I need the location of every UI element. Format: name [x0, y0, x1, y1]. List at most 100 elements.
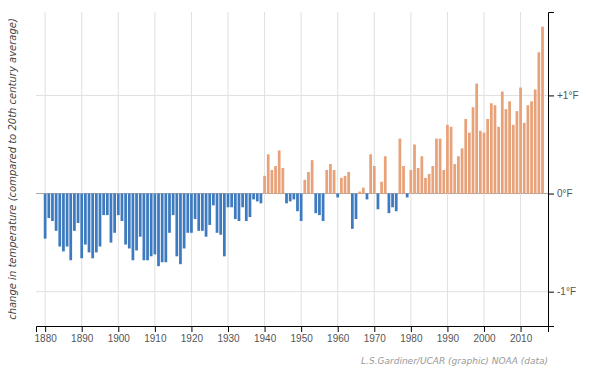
- bar: [377, 194, 380, 210]
- bar: [322, 194, 325, 221]
- bar: [110, 194, 113, 243]
- x-tick: 1880: [35, 326, 58, 344]
- x-tick-label: 1900: [108, 333, 131, 344]
- y-tick-mark: [548, 194, 554, 195]
- bar: [113, 194, 116, 233]
- grid-line-x: [484, 12, 485, 326]
- bar: [516, 111, 519, 193]
- bar: [153, 194, 156, 255]
- bar: [143, 194, 146, 261]
- bar: [435, 139, 438, 194]
- y-tick-label: 0°F: [557, 188, 573, 199]
- bar: [263, 176, 266, 194]
- bar: [351, 194, 354, 229]
- x-tick-mark: [338, 326, 339, 332]
- bar: [44, 194, 47, 239]
- bar: [267, 154, 270, 193]
- bar: [409, 170, 412, 194]
- x-tick-label: 1970: [364, 333, 387, 344]
- bar: [91, 194, 94, 259]
- bar: [300, 194, 303, 221]
- bar: [281, 168, 284, 194]
- bar: [366, 194, 369, 200]
- credit: L.S.Gardiner/UCAR (graphic) NOAA (data): [361, 356, 548, 366]
- bar: [73, 194, 76, 231]
- bar: [157, 194, 160, 267]
- bar: [62, 194, 65, 252]
- grid-line-x: [191, 12, 192, 326]
- bar: [186, 194, 189, 233]
- grid-line-x: [301, 12, 302, 326]
- x-tick: 2010: [510, 326, 533, 344]
- bar: [296, 194, 299, 212]
- bar: [413, 144, 416, 193]
- bar: [183, 194, 186, 249]
- x-tick-mark: [484, 326, 485, 332]
- bar: [483, 133, 486, 194]
- bar: [106, 194, 109, 216]
- bar: [314, 194, 317, 214]
- grid-line-x: [45, 12, 46, 326]
- grid-line-y: [36, 291, 548, 292]
- x-tick-label: 1990: [437, 333, 460, 344]
- x-tick-label: 1920: [181, 333, 204, 344]
- x-tick-mark: [45, 326, 46, 332]
- grid-line-x: [264, 12, 265, 326]
- bar: [380, 182, 383, 194]
- bar: [446, 125, 449, 194]
- x-tick-label: 1910: [144, 333, 167, 344]
- x-tick: 2000: [473, 326, 496, 344]
- bar: [260, 194, 263, 204]
- bar: [194, 194, 197, 220]
- bar: [102, 194, 105, 216]
- bar: [369, 154, 372, 193]
- bar: [453, 164, 456, 193]
- bar: [373, 166, 376, 193]
- bar: [84, 194, 87, 245]
- bar: [223, 194, 226, 257]
- bar: [497, 127, 500, 194]
- bar: [475, 84, 478, 194]
- grid-line-x: [228, 12, 229, 326]
- bar: [318, 194, 321, 216]
- bar: [439, 139, 442, 194]
- bar: [227, 194, 230, 208]
- bar: [161, 194, 164, 263]
- bar: [355, 194, 358, 220]
- grid-line-x: [447, 12, 448, 326]
- bar: [135, 194, 138, 251]
- bar: [271, 170, 274, 194]
- bar: [391, 194, 394, 208]
- bar: [124, 194, 127, 245]
- bar: [530, 101, 533, 193]
- x-tick-label: 1930: [217, 333, 240, 344]
- bar: [197, 194, 200, 231]
- bar: [292, 194, 295, 200]
- x-tick-mark: [411, 326, 412, 332]
- bar: [274, 166, 277, 193]
- bar: [303, 180, 306, 194]
- bar: [190, 194, 193, 233]
- bar: [121, 194, 124, 221]
- x-tick: 1940: [254, 326, 277, 344]
- bar: [424, 178, 427, 194]
- grid-line-y: [36, 193, 548, 194]
- bar: [534, 90, 537, 194]
- x-tick-label: 2010: [510, 333, 533, 344]
- x-tick-mark: [155, 326, 156, 332]
- bar: [464, 119, 467, 194]
- bar: [501, 91, 504, 193]
- bar: [527, 105, 530, 193]
- bar: [457, 156, 460, 193]
- plot-area: 1880189019001910192019301940195019601970…: [35, 12, 579, 344]
- bar: [505, 109, 508, 193]
- y-tick: -1°F: [548, 286, 576, 297]
- bar: [249, 194, 252, 218]
- bar: [406, 194, 409, 198]
- bar: [234, 194, 237, 220]
- bar: [172, 194, 175, 216]
- bar: [256, 194, 259, 202]
- x-tick: 1960: [327, 326, 350, 344]
- x-tick-label: 1880: [35, 333, 58, 344]
- bar: [201, 194, 204, 231]
